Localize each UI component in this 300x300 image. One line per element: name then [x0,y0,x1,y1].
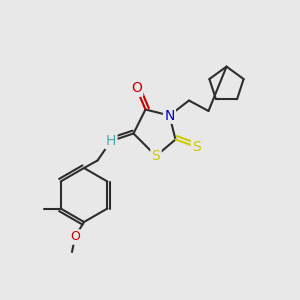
Text: H: H [106,134,116,148]
Text: O: O [131,82,142,95]
Text: N: N [164,109,175,122]
Text: O: O [70,230,80,244]
Text: S: S [152,149,160,163]
Text: S: S [192,140,201,154]
